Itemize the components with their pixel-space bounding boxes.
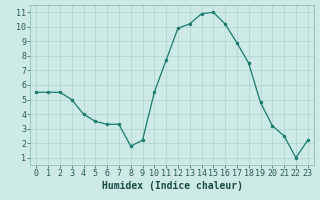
X-axis label: Humidex (Indice chaleur): Humidex (Indice chaleur)	[101, 181, 243, 191]
